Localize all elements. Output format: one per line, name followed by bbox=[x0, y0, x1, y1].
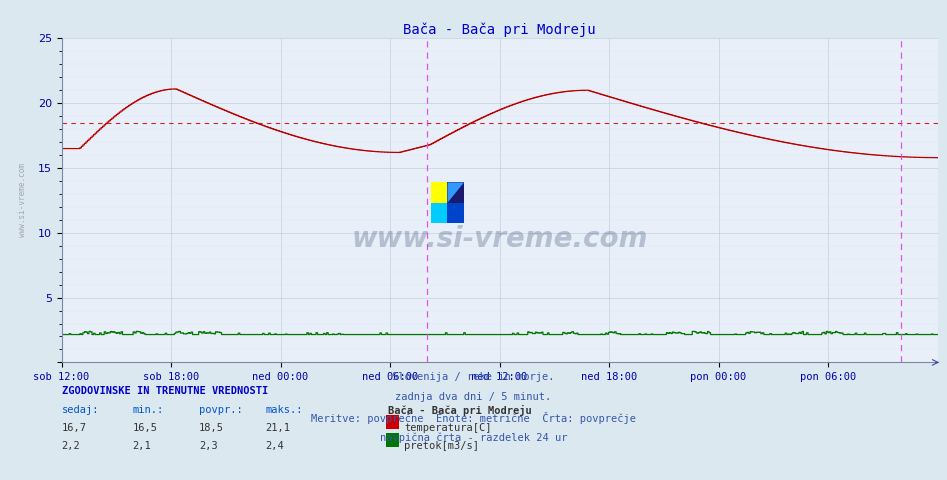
Text: min.:: min.: bbox=[133, 405, 164, 415]
Title: Bača - Bača pri Modreju: Bača - Bača pri Modreju bbox=[403, 23, 596, 37]
Text: temperatura[C]: temperatura[C] bbox=[404, 423, 491, 433]
Polygon shape bbox=[448, 182, 464, 203]
Text: ZGODOVINSKE IN TRENUTNE VREDNOSTI: ZGODOVINSKE IN TRENUTNE VREDNOSTI bbox=[62, 386, 268, 396]
Text: www.si-vreme.com: www.si-vreme.com bbox=[351, 225, 648, 253]
Text: 2,1: 2,1 bbox=[133, 441, 152, 451]
Bar bbox=[431, 182, 448, 203]
Text: www.si-vreme.com: www.si-vreme.com bbox=[18, 163, 27, 238]
Text: Slovenija / reke in morje.: Slovenija / reke in morje. bbox=[392, 372, 555, 382]
Text: sedaj:: sedaj: bbox=[62, 405, 99, 415]
Text: 21,1: 21,1 bbox=[265, 423, 290, 433]
Text: zadnja dva dni / 5 minut.: zadnja dva dni / 5 minut. bbox=[396, 392, 551, 402]
Text: navpična črta - razdelek 24 ur: navpična črta - razdelek 24 ur bbox=[380, 432, 567, 443]
Text: pretok[m3/s]: pretok[m3/s] bbox=[404, 441, 479, 451]
Bar bbox=[448, 182, 464, 203]
Text: 16,7: 16,7 bbox=[62, 423, 86, 433]
Text: 2,3: 2,3 bbox=[199, 441, 218, 451]
Text: 18,5: 18,5 bbox=[199, 423, 223, 433]
Text: 2,2: 2,2 bbox=[62, 441, 80, 451]
Bar bbox=[448, 203, 464, 223]
Polygon shape bbox=[448, 182, 464, 203]
Polygon shape bbox=[448, 182, 464, 203]
Text: Bača - Bača pri Modreju: Bača - Bača pri Modreju bbox=[388, 405, 532, 416]
Bar bbox=[431, 203, 448, 223]
Text: maks.:: maks.: bbox=[265, 405, 303, 415]
Text: Meritve: povprečne  Enote: metrične  Črta: povprečje: Meritve: povprečne Enote: metrične Črta:… bbox=[311, 412, 636, 424]
Text: 16,5: 16,5 bbox=[133, 423, 157, 433]
Text: 2,4: 2,4 bbox=[265, 441, 284, 451]
Text: povpr.:: povpr.: bbox=[199, 405, 242, 415]
